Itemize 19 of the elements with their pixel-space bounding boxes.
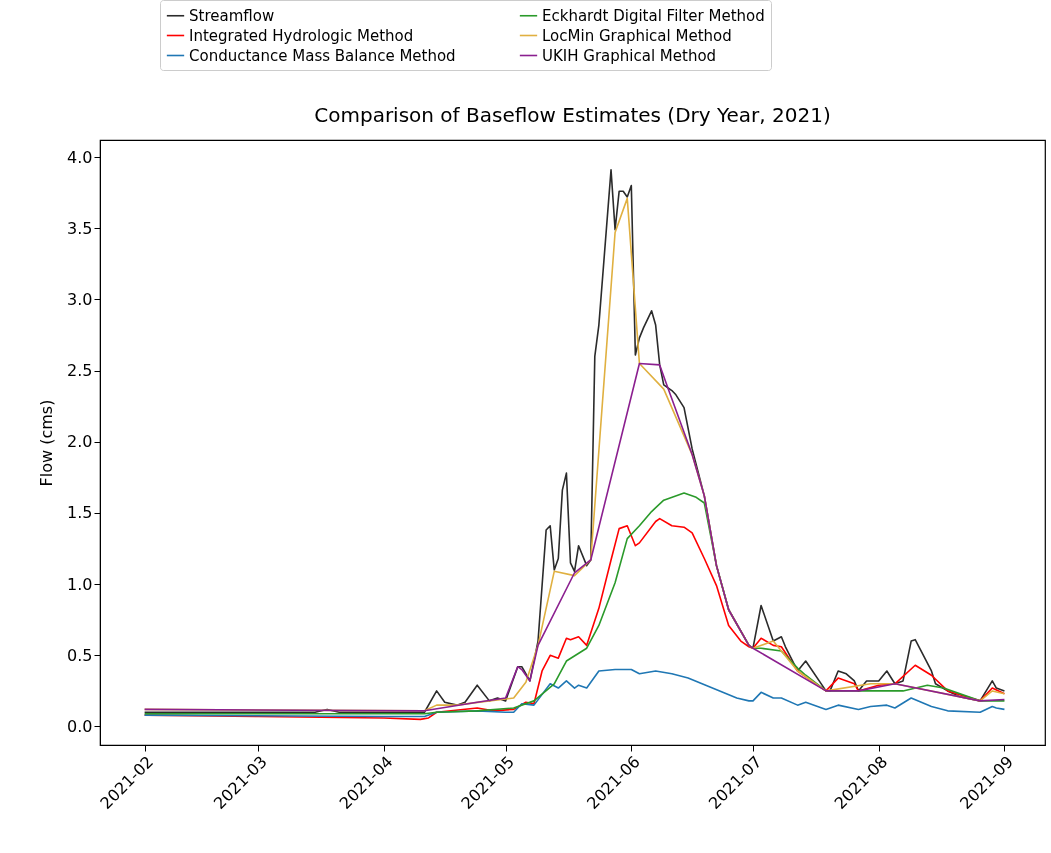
y-tick-label: 4.0 [67, 147, 93, 167]
y-tick-label: 2.5 [67, 361, 93, 381]
y-tick-label: 3.0 [67, 289, 93, 309]
legend-label: Eckhardt Digital Filter Method [542, 6, 765, 25]
legend-label: Integrated Hydrologic Method [189, 26, 414, 45]
line-series [143, 668, 1006, 718]
y-tick-label: 2.0 [67, 432, 93, 452]
y-tick-label: 1.0 [67, 574, 93, 594]
y-tick-label: 0.0 [67, 716, 93, 736]
y-tick-label: 0.5 [67, 645, 93, 665]
legend-label: Streamflow [189, 6, 275, 25]
legend-label: UKIH Graphical Method [542, 46, 717, 65]
y-axis-title: Flow (cms) [37, 399, 57, 487]
y-tick-label: 3.5 [67, 218, 93, 238]
legend-label: LocMin Graphical Method [542, 26, 732, 45]
legend-label: Conductance Mass Balance Method [189, 46, 456, 65]
line-series [143, 362, 1006, 712]
y-tick-label: 1.5 [67, 503, 93, 523]
chart-title: Comparison of Baseflow Estimates (Dry Year, 2021) [314, 102, 831, 127]
